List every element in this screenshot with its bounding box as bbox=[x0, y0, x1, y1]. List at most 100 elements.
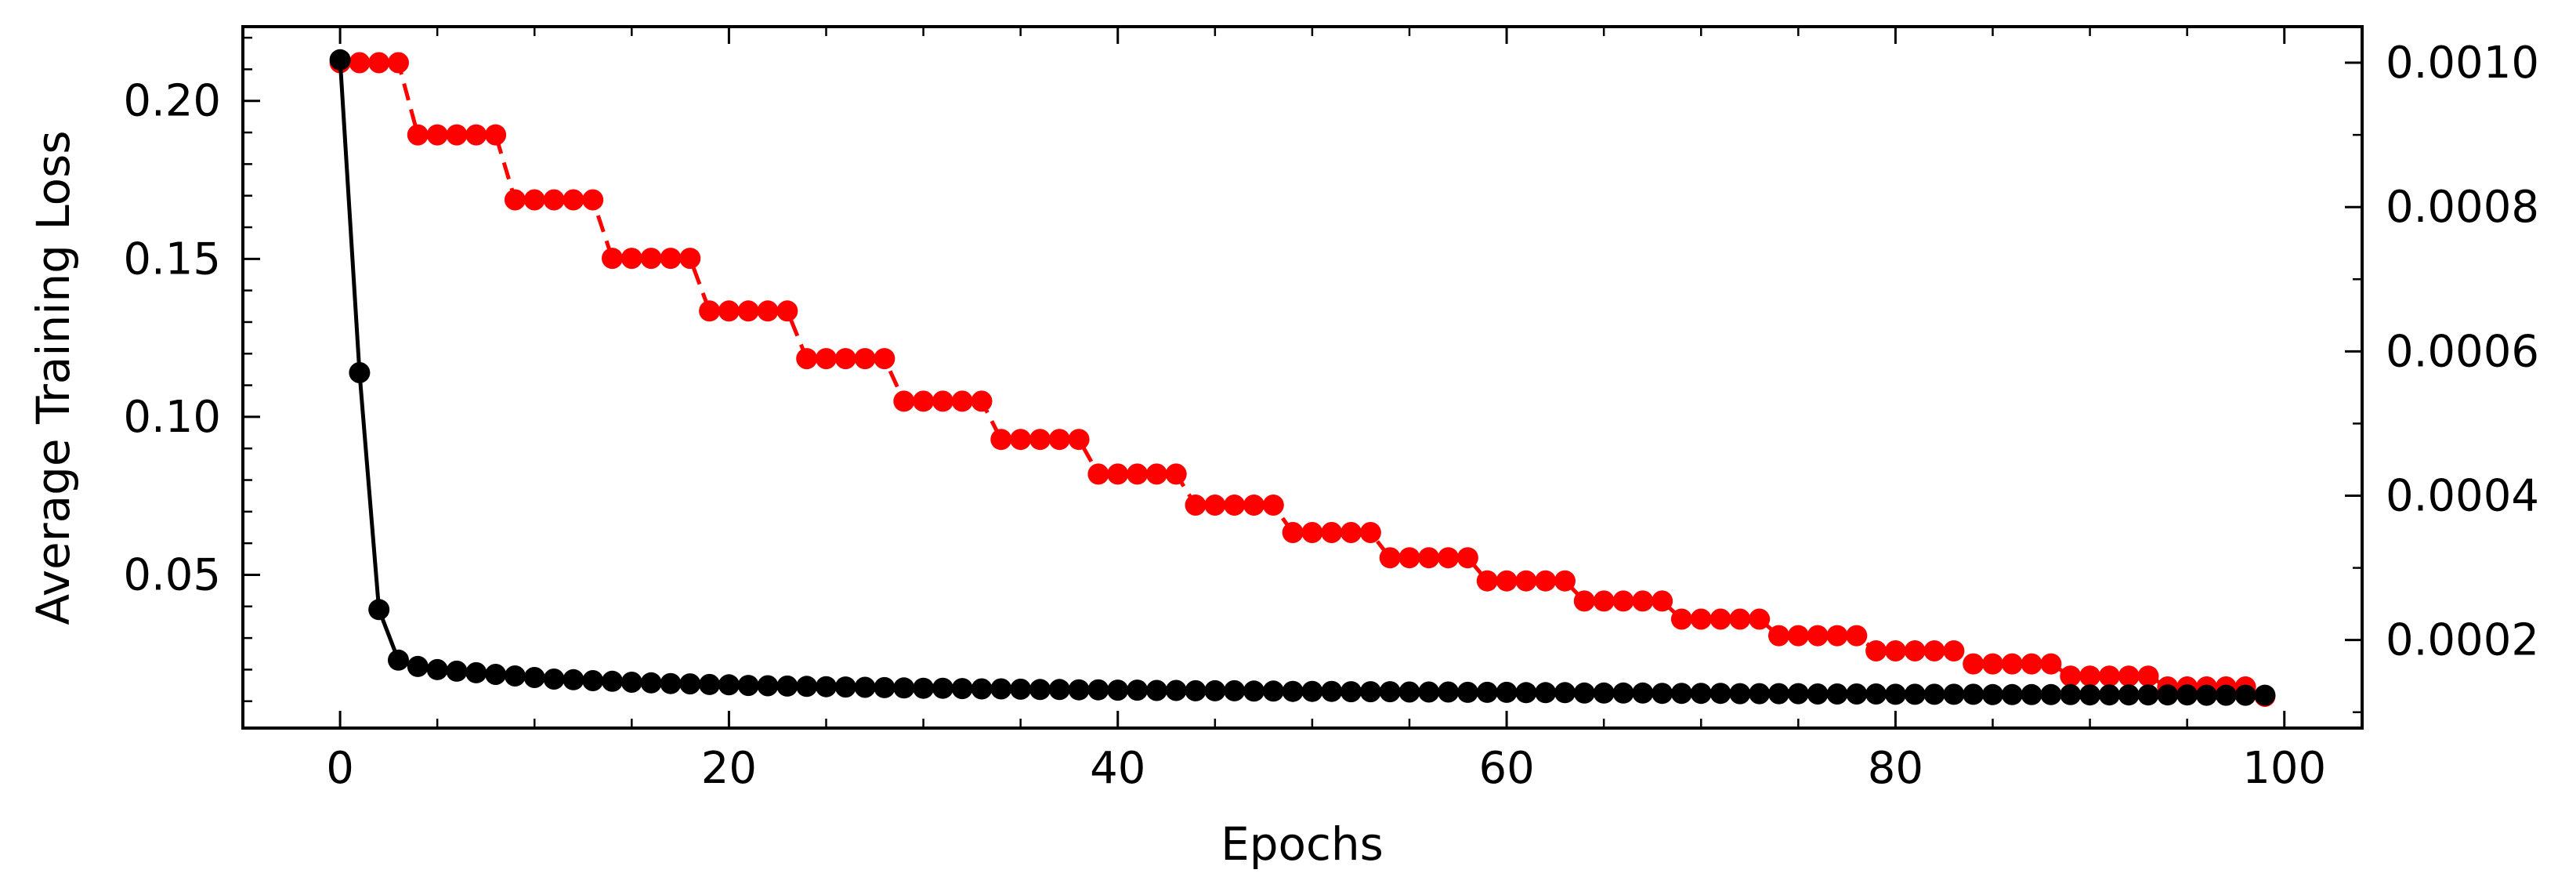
training-loss-point bbox=[1535, 682, 1557, 704]
learning-rate-point bbox=[854, 348, 876, 370]
y-tick-label: 0.20 bbox=[123, 76, 221, 127]
learning-rate-point bbox=[660, 248, 682, 270]
training-loss-point bbox=[1846, 683, 1868, 705]
training-loss-point bbox=[1943, 683, 1965, 705]
training-loss-point bbox=[1865, 683, 1887, 705]
learning-rate-point bbox=[1087, 463, 1109, 485]
training-loss-point bbox=[951, 678, 973, 700]
y2-tick-label: 0.0006 bbox=[2386, 326, 2539, 377]
training-loss-point bbox=[1127, 679, 1149, 701]
training-loss-point bbox=[329, 49, 351, 71]
learning-rate-point bbox=[1107, 463, 1129, 485]
learning-rate-point bbox=[1787, 625, 1809, 647]
training-loss-point bbox=[1087, 679, 1109, 701]
y2-tick-label: 0.0004 bbox=[2386, 471, 2539, 522]
learning-rate-point bbox=[990, 429, 1012, 451]
training-loss-point bbox=[640, 672, 662, 694]
training-loss-point bbox=[1729, 683, 1751, 705]
training-loss-point bbox=[1262, 680, 1284, 702]
learning-rate-point bbox=[388, 52, 409, 74]
training-loss-series bbox=[329, 49, 2276, 706]
learning-rate-point bbox=[1749, 608, 1771, 630]
learning-rate-point bbox=[407, 124, 429, 146]
learning-rate-point bbox=[1923, 640, 1945, 661]
learning-rate-point bbox=[1282, 522, 1304, 543]
training-loss-point bbox=[718, 674, 740, 696]
learning-rate-point bbox=[2098, 665, 2120, 687]
x-axis-title: Epochs bbox=[1221, 817, 1384, 871]
training-loss-point bbox=[2060, 683, 2082, 705]
learning-rate-point bbox=[1321, 522, 1343, 543]
x-tick-label: 20 bbox=[701, 743, 757, 794]
training-loss-point bbox=[1826, 683, 1848, 705]
training-loss-point bbox=[523, 667, 545, 688]
learning-rate-point bbox=[1612, 590, 1634, 612]
training-loss-point bbox=[1963, 683, 1984, 705]
axes: 0 20 40 60 80 100 0.05 0.10 0.15 0.20 0.0002 0.0004… bbox=[123, 27, 2539, 794]
learning-rate-point bbox=[718, 300, 740, 322]
x-tick-label: 100 bbox=[2242, 743, 2326, 794]
x-tick-label: 0 bbox=[326, 743, 354, 794]
training-loss-point bbox=[602, 670, 623, 692]
training-loss-point bbox=[426, 658, 448, 680]
learning-rate-point bbox=[1476, 570, 1498, 592]
learning-rate-point bbox=[485, 124, 507, 146]
learning-rate-point bbox=[1496, 570, 1518, 592]
y-tick-label: 0.10 bbox=[123, 392, 221, 443]
learning-rate-point bbox=[1029, 429, 1051, 451]
learning-rate-point bbox=[2137, 665, 2159, 687]
learning-rate-point bbox=[796, 348, 818, 370]
training-loss-point bbox=[620, 672, 642, 693]
training-loss-point bbox=[990, 678, 1012, 700]
training-loss-point bbox=[699, 673, 721, 695]
learning-rate-point bbox=[699, 300, 721, 322]
training-loss-point bbox=[1768, 683, 1789, 705]
training-loss-point bbox=[563, 669, 584, 690]
training-loss-point bbox=[1554, 682, 1576, 704]
learning-rate-point bbox=[1438, 547, 1460, 569]
learning-rate-point bbox=[913, 390, 935, 412]
learning-rate-point bbox=[1340, 522, 1362, 543]
learning-rate-point bbox=[971, 390, 993, 412]
training-loss-point bbox=[1652, 683, 1673, 705]
learning-rate-point bbox=[2021, 653, 2042, 675]
learning-rate-point bbox=[563, 189, 584, 211]
learning-rate-point bbox=[1398, 547, 1420, 569]
training-loss-point bbox=[1709, 683, 1731, 705]
learning-rate-point bbox=[1573, 590, 1595, 612]
y2-tick-label: 0.0008 bbox=[2386, 182, 2539, 233]
learning-rate-point bbox=[1904, 640, 1926, 661]
training-loss-point bbox=[2137, 684, 2159, 706]
training-loss-point bbox=[2215, 684, 2237, 706]
learning-rate-point bbox=[1652, 590, 1673, 612]
learning-rate-point bbox=[1379, 547, 1401, 569]
y2-tick-label: 0.0002 bbox=[2386, 615, 2539, 666]
training-loss-point bbox=[1010, 678, 1032, 700]
learning-rate-point bbox=[1807, 625, 1829, 647]
training-loss-point bbox=[2196, 684, 2217, 706]
learning-rate-point bbox=[893, 390, 915, 412]
training-loss-point bbox=[1670, 683, 1692, 705]
y2-tick-label: 0.0010 bbox=[2386, 38, 2539, 89]
training-loss-point bbox=[2021, 683, 2042, 705]
learning-rate-point bbox=[1048, 429, 1070, 451]
learning-rate-point bbox=[2118, 665, 2140, 687]
learning-rate-point bbox=[1982, 653, 2003, 675]
training-loss-point bbox=[2118, 684, 2140, 706]
training-loss-point bbox=[1904, 683, 1926, 705]
learning-rate-point bbox=[602, 248, 623, 270]
learning-rate-point bbox=[1515, 570, 1537, 592]
learning-rate-point bbox=[951, 390, 973, 412]
learning-rate-point bbox=[1010, 429, 1032, 451]
learning-rate-point bbox=[1301, 522, 1323, 543]
learning-rate-point bbox=[1204, 495, 1226, 516]
training-loss-point bbox=[368, 599, 390, 621]
training-loss-point bbox=[1690, 683, 1712, 705]
training-loss-point bbox=[893, 677, 915, 699]
training-loss-point bbox=[2040, 683, 2062, 705]
training-loss-point bbox=[1301, 680, 1323, 702]
learning-rate-point bbox=[1554, 570, 1576, 592]
training-loss-point bbox=[1068, 679, 1090, 701]
training-loss-point bbox=[465, 661, 487, 683]
learning-rate-point bbox=[543, 189, 565, 211]
